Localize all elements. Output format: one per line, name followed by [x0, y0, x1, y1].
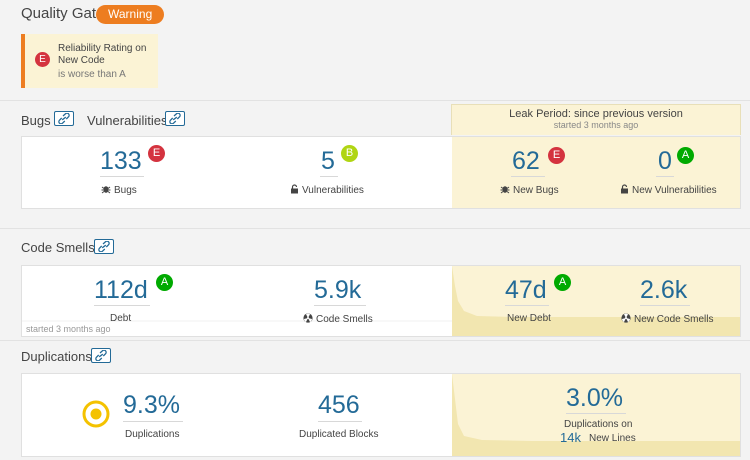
duplications-label: Duplications	[125, 429, 180, 440]
divider	[94, 305, 150, 306]
debt-rating[interactable]: A	[156, 274, 173, 291]
debt-trend-sparkline	[452, 266, 740, 336]
link-icon	[98, 241, 110, 252]
bugs-section-title: Bugs	[21, 113, 51, 128]
bug-icon	[101, 186, 111, 194]
link-icon	[58, 113, 70, 124]
code-smells-link-button[interactable]	[94, 239, 114, 254]
divider	[505, 305, 549, 306]
divider	[320, 176, 338, 177]
rating-badge: E	[35, 52, 50, 67]
vulnerabilities-label: Vulnerabilities	[290, 184, 364, 197]
divider	[511, 176, 545, 177]
new-debt-label: New Debt	[507, 313, 551, 324]
code-smell-icon	[621, 313, 631, 323]
new-debt-rating[interactable]: A	[554, 274, 571, 291]
leak-period-header: Leak Period: since previous version star…	[451, 104, 741, 135]
duplications-value[interactable]: 9.3%	[123, 391, 180, 419]
debt-history-note: started 3 months ago	[26, 324, 111, 334]
vulnerabilities-value[interactable]: 5	[321, 147, 335, 175]
bugs-value[interactable]: 133	[100, 147, 142, 175]
bugs-label: Bugs	[101, 184, 137, 197]
code-smells-label: Code Smells	[303, 313, 373, 326]
new-duplications-label: Duplications on	[564, 419, 633, 430]
divider	[566, 413, 626, 414]
new-bugs-rating[interactable]: E	[548, 147, 565, 164]
condition-metric: Reliability Rating on New Code	[58, 43, 147, 66]
divider	[656, 176, 674, 177]
link-icon	[169, 113, 181, 124]
vulnerabilities-section-title: Vulnerabilities	[87, 113, 168, 128]
divider	[123, 421, 183, 422]
code-smells-section-title: Code Smells	[21, 240, 95, 255]
quality-gate-status-badge: Warning	[96, 5, 165, 24]
lock-icon	[291, 184, 298, 194]
new-debt-value[interactable]: 47d	[505, 276, 547, 304]
debt-value[interactable]: 112d	[94, 276, 148, 304]
separator	[0, 340, 750, 341]
quality-gate-condition[interactable]: E Reliability Rating on New Code is wors…	[21, 34, 158, 88]
divider	[640, 305, 690, 306]
bugs-link-button[interactable]	[54, 111, 74, 126]
duplicated-blocks-label: Duplicated Blocks	[299, 429, 379, 440]
new-vulnerabilities-value[interactable]: 0	[658, 147, 672, 175]
new-code-smells-label: New Code Smells	[621, 313, 713, 326]
new-lines-label: New Lines	[589, 433, 636, 444]
duplications-section-title: Duplications	[21, 349, 92, 364]
leak-period-subtitle: started 3 months ago	[553, 120, 639, 130]
separator	[0, 228, 750, 229]
new-bugs-value[interactable]: 62	[512, 147, 540, 175]
new-vulnerabilities-label: New Vulnerabilities	[620, 184, 717, 197]
divider	[318, 421, 362, 422]
condition-message: is worse than A	[58, 69, 126, 80]
bug-icon	[500, 186, 510, 194]
duplicated-blocks-value[interactable]: 456	[318, 391, 360, 419]
duplications-link-button[interactable]	[91, 348, 111, 363]
debt-label: Debt	[110, 313, 132, 324]
code-smell-icon	[303, 313, 313, 323]
debt-history-sparkline	[22, 320, 452, 322]
new-duplications-value[interactable]: 3.0%	[566, 384, 623, 412]
link-icon	[95, 350, 107, 361]
leak-area	[452, 137, 740, 208]
leak-period-title: Leak Period: since previous version	[509, 108, 683, 120]
divider	[100, 176, 144, 177]
new-bugs-label: New Bugs	[500, 184, 559, 197]
quality-gate-title: Quality Gate	[21, 5, 105, 22]
bugs-rating[interactable]: E	[148, 145, 165, 162]
new-code-smells-value[interactable]: 2.6k	[640, 276, 688, 304]
lock-icon	[621, 184, 628, 194]
vulnerabilities-rating[interactable]: B	[341, 145, 358, 162]
duplications-donut-icon	[82, 400, 110, 428]
divider	[314, 305, 366, 306]
new-lines-value[interactable]: 14k	[560, 430, 581, 445]
duplications-trend-sparkline	[452, 374, 740, 456]
vulnerabilities-link-button[interactable]	[165, 111, 185, 126]
code-smells-value[interactable]: 5.9k	[314, 276, 362, 304]
separator	[0, 100, 750, 101]
new-vulnerabilities-rating[interactable]: A	[677, 147, 694, 164]
